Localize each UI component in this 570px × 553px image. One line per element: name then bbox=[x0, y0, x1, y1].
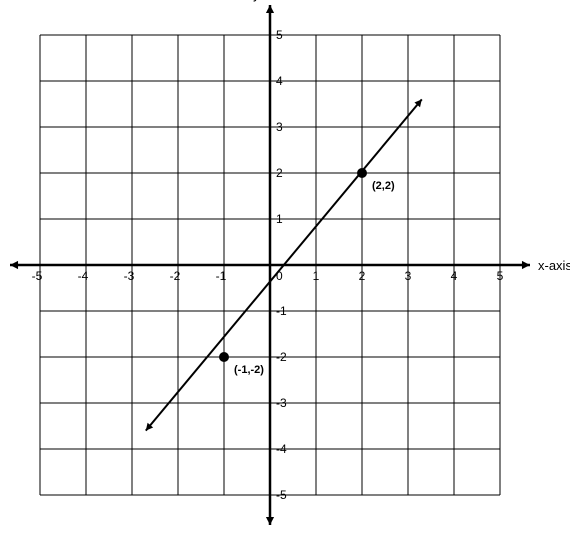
y-tick-label: 1 bbox=[276, 212, 283, 226]
x-tick-label: -5 bbox=[32, 269, 43, 283]
x-tick-label: -2 bbox=[170, 269, 181, 283]
x-tick-label: 3 bbox=[405, 269, 412, 283]
y-tick-label: 5 bbox=[276, 28, 283, 42]
y-tick-label: -3 bbox=[276, 396, 287, 410]
point-label: (-1,-2) bbox=[234, 364, 264, 376]
x-tick-label: 5 bbox=[497, 269, 504, 283]
x-tick-label: 4 bbox=[451, 269, 458, 283]
y-tick-label: 2 bbox=[276, 166, 283, 180]
x-axis-label: x-axis bbox=[538, 258, 570, 273]
data-point bbox=[219, 352, 229, 362]
x-tick-label: -1 bbox=[216, 269, 227, 283]
x-tick-label: -4 bbox=[78, 269, 89, 283]
y-tick-label: -1 bbox=[276, 304, 287, 318]
y-tick-label: 3 bbox=[276, 120, 283, 134]
plot-svg: -5-4-3-2-112345-5-4-3-2-1123450x-axisy-a… bbox=[0, 0, 570, 553]
data-point bbox=[357, 168, 367, 178]
y-tick-label: -2 bbox=[276, 350, 287, 364]
y-axis-label: y-axis bbox=[253, 0, 287, 2]
x-tick-label: 2 bbox=[359, 269, 366, 283]
point-label: (2,2) bbox=[372, 180, 395, 192]
x-tick-label: -3 bbox=[124, 269, 135, 283]
y-tick-label: 4 bbox=[276, 74, 283, 88]
y-tick-label: -4 bbox=[276, 442, 287, 456]
x-tick-label: 1 bbox=[313, 269, 320, 283]
coordinate-plane-chart: -5-4-3-2-112345-5-4-3-2-1123450x-axisy-a… bbox=[0, 0, 570, 553]
y-tick-label: -5 bbox=[276, 488, 287, 502]
